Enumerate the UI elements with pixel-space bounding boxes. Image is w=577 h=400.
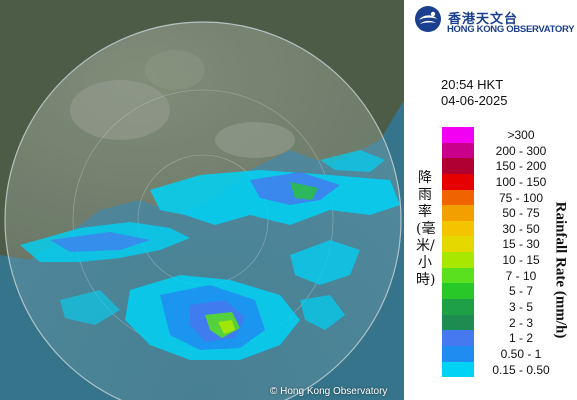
legend-color-swatch bbox=[442, 330, 474, 346]
legend-color-swatch bbox=[442, 189, 474, 206]
legend-color-swatch bbox=[442, 127, 474, 143]
legend-row: 15 - 30 bbox=[442, 236, 572, 253]
map-credit: © Hong Kong Observatory bbox=[270, 386, 387, 397]
rainfall-legend: >300 200 - 300 150 - 200 100 - 150 75 - 100 5… bbox=[442, 127, 572, 378]
legend-color-swatch bbox=[442, 236, 474, 253]
legend-row: 10 - 15 bbox=[442, 252, 572, 268]
legend-row: 0.15 - 0.50 bbox=[442, 361, 572, 378]
radar-range-ring-outer bbox=[4, 21, 402, 400]
legend-color-swatch bbox=[442, 252, 474, 268]
legend-row: >300 bbox=[442, 127, 572, 143]
legend-row: 3 - 5 bbox=[442, 299, 572, 315]
legend-color-swatch bbox=[442, 314, 474, 331]
legend-color-swatch bbox=[442, 361, 474, 378]
legend-label: 0.15 - 0.50 bbox=[492, 362, 550, 377]
legend-label: 15 - 30 bbox=[502, 237, 540, 252]
legend-label: 75 - 100 bbox=[498, 190, 544, 205]
legend-row: 30 - 50 bbox=[442, 220, 572, 237]
legend-title-chinese: 降雨率(毫米/小時) bbox=[416, 170, 436, 288]
legend-label: 10 - 15 bbox=[502, 253, 540, 268]
legend-row: 5 - 7 bbox=[442, 283, 572, 300]
legend-row: 50 - 75 bbox=[442, 205, 572, 221]
legend-label: 50 - 75 bbox=[502, 206, 540, 221]
legend-panel: 香港天文台 HONG KONG OBSERVATORY 20:54 HKT 04… bbox=[404, 0, 577, 400]
legend-label: 30 - 50 bbox=[502, 221, 540, 236]
observation-time: 20:54 HKT bbox=[441, 77, 504, 92]
legend-row: 150 - 200 bbox=[442, 158, 572, 174]
legend-row: 0.50 - 1 bbox=[442, 345, 572, 362]
legend-color-swatch bbox=[442, 267, 474, 284]
legend-label: >300 bbox=[507, 128, 535, 142]
hko-logo-icon bbox=[415, 6, 441, 32]
legend-label: 5 - 7 bbox=[508, 284, 533, 299]
legend-label: 2 - 3 bbox=[508, 315, 533, 330]
legend-row: 75 - 100 bbox=[442, 189, 572, 206]
logo-english-name: HONG KONG OBSERVATORY bbox=[447, 24, 575, 35]
legend-label: 150 - 200 bbox=[495, 159, 547, 174]
legend-color-swatch bbox=[442, 205, 474, 221]
legend-row: 7 - 10 bbox=[442, 267, 572, 284]
land-in-range bbox=[5, 22, 401, 260]
legend-label: 100 - 150 bbox=[495, 174, 547, 189]
legend-title-english: Rainfall Rate (mm/h) bbox=[552, 201, 569, 339]
legend-color-swatch bbox=[442, 173, 474, 190]
logo-chinese-name: 香港天文台 bbox=[448, 12, 519, 27]
legend-row: 100 - 150 bbox=[442, 173, 572, 190]
legend-color-swatch bbox=[442, 220, 474, 237]
legend-color-swatch bbox=[442, 345, 474, 362]
legend-color-swatch bbox=[442, 158, 474, 174]
radar-map: © Hong Kong Observatory bbox=[0, 0, 404, 400]
legend-label: 3 - 5 bbox=[508, 300, 533, 315]
legend-row: 2 - 3 bbox=[442, 314, 572, 331]
legend-row: 1 - 2 bbox=[442, 330, 572, 346]
legend-color-swatch bbox=[442, 283, 474, 300]
legend-label: 1 - 2 bbox=[508, 331, 533, 346]
legend-label: 0.50 - 1 bbox=[500, 346, 542, 361]
legend-color-swatch bbox=[442, 142, 474, 159]
legend-color-swatch bbox=[442, 299, 474, 315]
legend-label: 7 - 10 bbox=[505, 268, 537, 283]
rainfall-echoes bbox=[20, 150, 400, 360]
legend-row: 200 - 300 bbox=[442, 142, 572, 159]
legend-label: 200 - 300 bbox=[495, 143, 547, 158]
observation-date: 04-06-2025 bbox=[441, 93, 508, 108]
